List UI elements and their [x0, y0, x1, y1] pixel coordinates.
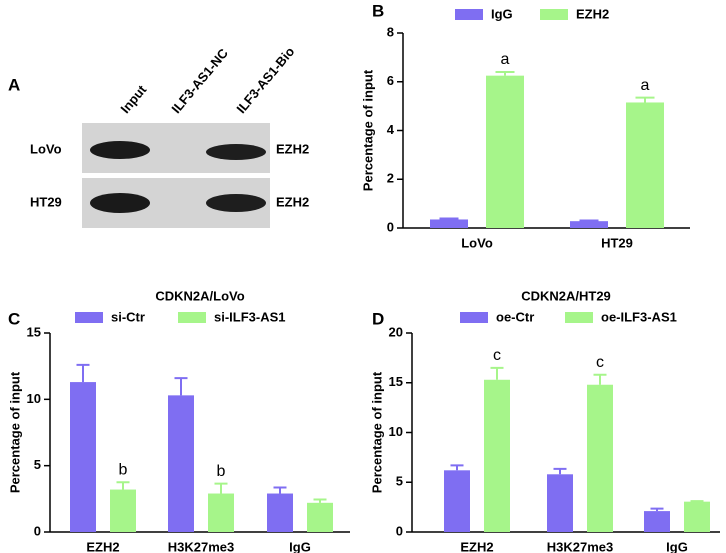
- target-label: EZH2: [276, 141, 309, 156]
- band: [206, 144, 266, 160]
- legend-label: si-ILF3-AS1: [214, 309, 286, 324]
- bar: [110, 489, 136, 532]
- lane-label: ILF3-AS1-Bio: [233, 44, 297, 116]
- error-bar: [450, 464, 464, 471]
- y-tick-label: 0: [387, 219, 394, 234]
- x-tick-label: LoVo: [461, 235, 493, 250]
- significance-label: a: [641, 77, 650, 94]
- x-tick-label: EZH2: [460, 539, 493, 553]
- bar: [168, 395, 194, 532]
- error-bar: [495, 71, 515, 76]
- y-tick-label: 5: [396, 474, 403, 489]
- legend-swatch: [540, 9, 568, 20]
- y-tick-label: 20: [389, 324, 403, 339]
- legend-swatch: [565, 312, 593, 323]
- bar: [587, 384, 613, 532]
- legend-swatch: [455, 9, 483, 20]
- significance-label: a: [501, 51, 510, 68]
- error-bar: [174, 377, 188, 396]
- panel-label: D: [372, 309, 384, 328]
- chart-title: CDKN2A/LoVo: [155, 288, 244, 303]
- band: [90, 141, 150, 159]
- bar: [484, 379, 510, 532]
- x-tick-label: IgG: [666, 539, 688, 553]
- lane-label: ILF3-AS1-NC: [168, 45, 231, 116]
- y-axis-label: Percentage of input: [360, 69, 375, 191]
- legend-label: EZH2: [576, 6, 609, 21]
- y-tick-label: 10: [389, 424, 403, 439]
- error-bar: [490, 366, 504, 380]
- bar: [486, 75, 524, 228]
- error-bar: [116, 481, 130, 490]
- legend-swatch: [75, 312, 103, 323]
- band: [206, 194, 266, 212]
- error-bar: [439, 217, 459, 220]
- bar: [644, 511, 670, 532]
- panel-label: B: [372, 1, 384, 20]
- error-bar: [273, 486, 287, 494]
- bar: [570, 221, 608, 228]
- y-tick-label: 15: [389, 374, 403, 389]
- y-axis-label: Percentage of input: [7, 371, 22, 493]
- error-bar: [313, 498, 327, 503]
- y-tick-label: 8: [387, 24, 394, 39]
- significance-label: c: [596, 354, 604, 371]
- x-tick-label: IgG: [289, 539, 311, 553]
- significance-label: b: [217, 463, 226, 480]
- lane-label: Input: [117, 82, 149, 116]
- row-label: HT29: [30, 194, 62, 209]
- bar: [547, 474, 573, 532]
- significance-label: b: [119, 461, 128, 478]
- error-bar: [214, 482, 228, 494]
- legend-label: oe-ILF3-AS1: [601, 309, 677, 324]
- y-tick-label: 0: [34, 523, 41, 538]
- legend-label: si-Ctr: [111, 309, 145, 324]
- x-tick-label: H3K27me3: [547, 539, 614, 553]
- y-tick-label: 10: [27, 391, 41, 406]
- blot-panel: A Input ILF3-AS1-NC ILF3-AS1-Bio LoVo HT…: [8, 44, 309, 228]
- x-tick-label: EZH2: [86, 539, 119, 553]
- panel-label: A: [8, 75, 20, 94]
- bar: [70, 382, 96, 532]
- bar: [208, 493, 234, 532]
- legend-swatch: [178, 312, 206, 323]
- band: [90, 193, 150, 213]
- y-tick-label: 6: [387, 73, 394, 88]
- y-tick-label: 5: [34, 457, 41, 472]
- panel-label: C: [8, 309, 20, 328]
- x-tick-label: H3K27me3: [168, 539, 235, 553]
- error-bar: [553, 467, 567, 475]
- legend-swatch: [460, 312, 488, 323]
- bar: [626, 102, 664, 228]
- error-bar: [579, 219, 599, 222]
- y-tick-label: 4: [387, 122, 395, 137]
- chart-title: CDKN2A/HT29: [521, 288, 611, 303]
- row-label: LoVo: [30, 141, 62, 156]
- target-label: EZH2: [276, 194, 309, 209]
- significance-label: c: [493, 347, 501, 364]
- y-tick-label: 15: [27, 324, 41, 339]
- legend-label: IgG: [491, 6, 513, 21]
- y-axis-label: Percentage of input: [369, 371, 384, 493]
- y-tick-label: 2: [387, 171, 394, 186]
- x-tick-label: HT29: [601, 235, 633, 250]
- error-bar: [76, 363, 90, 383]
- bar: [684, 501, 710, 532]
- bar: [444, 470, 470, 532]
- error-bar: [593, 373, 607, 385]
- legend-label: oe-Ctr: [496, 309, 534, 324]
- bar: [267, 493, 293, 532]
- y-tick-label: 0: [396, 523, 403, 538]
- error-bar: [635, 96, 655, 103]
- bar: [430, 219, 468, 228]
- bar: [307, 502, 333, 532]
- error-bar: [650, 507, 664, 512]
